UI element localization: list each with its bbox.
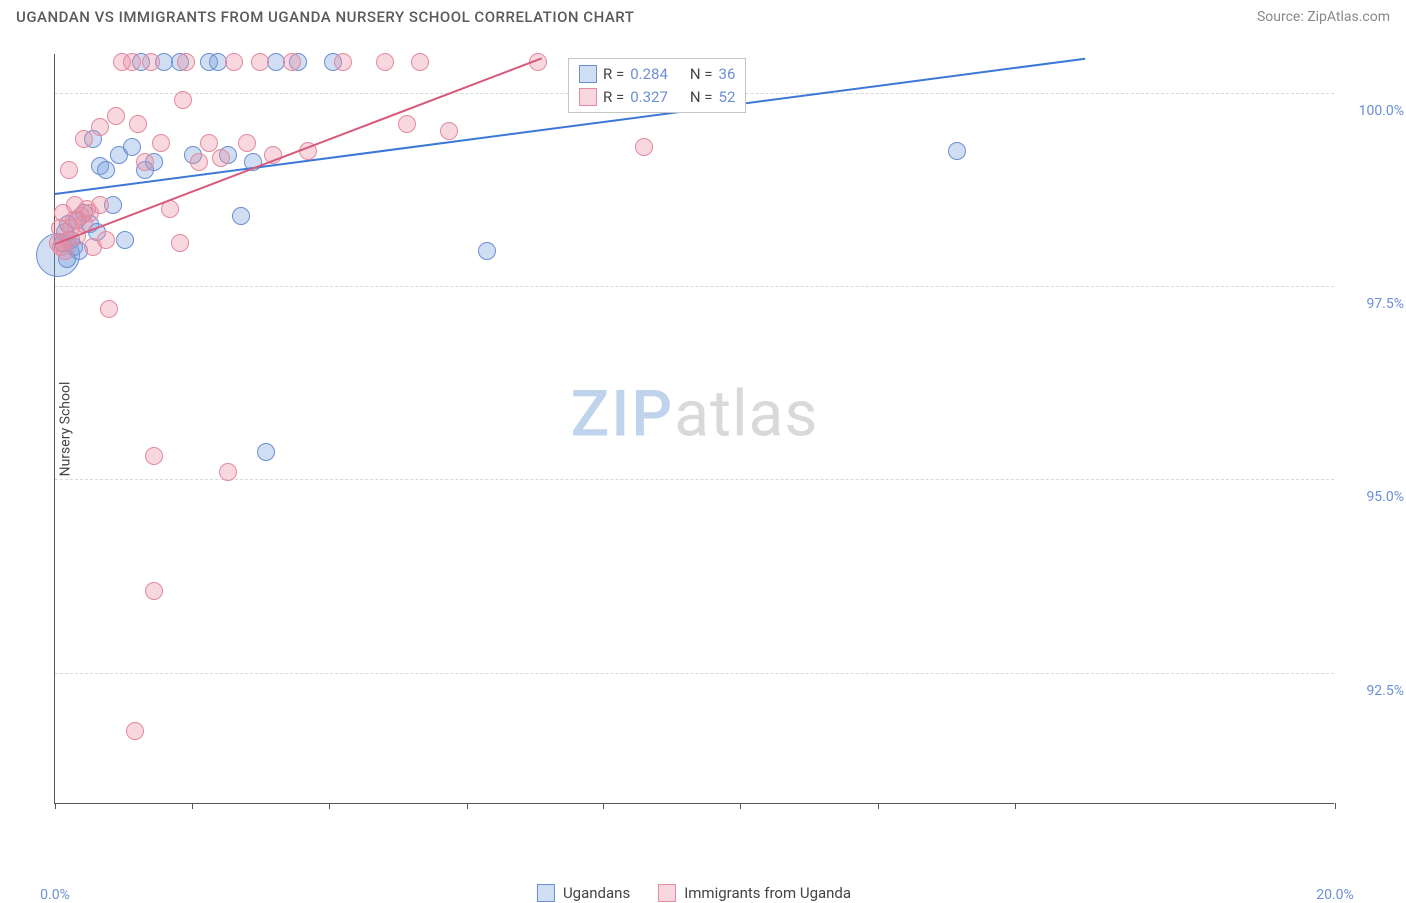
- legend-top-row-2: R = 0.327 N = 52: [579, 86, 735, 109]
- data-point: [219, 463, 237, 481]
- legend-item-immigrants: Immigrants from Uganda: [658, 884, 851, 902]
- x-tick: [603, 803, 604, 809]
- n-value-2: 52: [719, 86, 736, 109]
- data-point: [91, 118, 109, 136]
- data-point: [376, 53, 394, 71]
- data-point: [238, 134, 256, 152]
- legend-swatch-blue-icon: [579, 65, 597, 83]
- x-tick-label: 0.0%: [40, 887, 70, 903]
- x-tick: [55, 803, 56, 809]
- data-point: [123, 138, 141, 156]
- x-tick: [467, 803, 468, 809]
- data-point: [100, 300, 118, 318]
- x-tick: [1335, 803, 1336, 809]
- data-point: [66, 196, 84, 214]
- data-point: [334, 53, 352, 71]
- data-point: [440, 122, 458, 140]
- data-point: [174, 91, 192, 109]
- data-point: [75, 130, 93, 148]
- data-point: [142, 53, 160, 71]
- gridline-h: [55, 479, 1334, 480]
- y-tick-label: 92.5%: [1344, 683, 1404, 699]
- x-tick: [740, 803, 741, 809]
- data-point: [123, 53, 141, 71]
- r-label: R =: [603, 86, 624, 109]
- data-point: [251, 53, 269, 71]
- data-point: [283, 53, 301, 71]
- data-point: [411, 53, 429, 71]
- data-point: [225, 53, 243, 71]
- legend-swatch-pink-icon: [579, 88, 597, 106]
- data-point: [136, 153, 154, 171]
- data-point: [948, 142, 966, 160]
- legend-top-row-1: R = 0.284 N = 36: [579, 63, 735, 86]
- chart-container: ZIPatlas 100.0%97.5%95.0%92.5%0.0%20.0% …: [54, 54, 1334, 804]
- data-point: [116, 231, 134, 249]
- x-tick: [192, 803, 193, 809]
- r-value-1: 0.284: [630, 63, 668, 86]
- watermark: ZIPatlas: [571, 376, 819, 451]
- data-point: [232, 207, 250, 225]
- data-point: [478, 242, 496, 260]
- chart-title: UGANDAN VS IMMIGRANTS FROM UGANDA NURSER…: [16, 8, 634, 26]
- plot-area: ZIPatlas 100.0%97.5%95.0%92.5%0.0%20.0%: [54, 54, 1334, 804]
- y-tick-label: 95.0%: [1344, 489, 1404, 505]
- legend-swatch-blue: [537, 884, 555, 902]
- legend-top: R = 0.284 N = 36 R = 0.327 N = 52: [568, 58, 746, 113]
- data-point: [152, 134, 170, 152]
- data-point: [97, 231, 115, 249]
- n-label: N =: [690, 86, 713, 109]
- data-point: [145, 582, 163, 600]
- gridline-h: [55, 286, 1334, 287]
- x-tick: [329, 803, 330, 809]
- data-point: [126, 722, 144, 740]
- data-point: [257, 443, 275, 461]
- watermark-zip: ZIP: [571, 376, 675, 451]
- data-point: [171, 234, 189, 252]
- r-value-2: 0.327: [630, 86, 668, 109]
- data-point: [635, 138, 653, 156]
- data-point: [107, 107, 125, 125]
- chart-header: UGANDAN VS IMMIGRANTS FROM UGANDA NURSER…: [0, 0, 1406, 30]
- x-tick: [878, 803, 879, 809]
- watermark-atlas: atlas: [674, 376, 818, 451]
- y-axis-label: Nursery School: [57, 382, 73, 477]
- data-point: [398, 115, 416, 133]
- data-point: [190, 153, 208, 171]
- data-point: [91, 196, 109, 214]
- legend-item-ugandans: Ugandans: [537, 884, 630, 902]
- data-point: [200, 134, 218, 152]
- legend-label-immigrants: Immigrants from Uganda: [684, 884, 851, 902]
- gridline-h: [55, 673, 1334, 674]
- legend-label-ugandans: Ugandans: [563, 884, 630, 902]
- r-label: R =: [603, 63, 624, 86]
- y-tick-label: 100.0%: [1344, 103, 1404, 119]
- legend-swatch-pink: [658, 884, 676, 902]
- data-point: [145, 447, 163, 465]
- n-label: N =: [690, 63, 713, 86]
- data-point: [177, 53, 195, 71]
- data-point: [51, 219, 69, 237]
- data-point: [129, 115, 147, 133]
- data-point: [212, 149, 230, 167]
- x-tick: [1015, 803, 1016, 809]
- data-point: [97, 161, 115, 179]
- n-value-1: 36: [719, 63, 736, 86]
- legend-bottom: Ugandans Immigrants from Uganda: [537, 884, 851, 902]
- chart-source: Source: ZipAtlas.com: [1257, 9, 1390, 25]
- x-tick-label: 20.0%: [1316, 887, 1354, 903]
- y-tick-label: 97.5%: [1344, 296, 1404, 312]
- data-point: [60, 161, 78, 179]
